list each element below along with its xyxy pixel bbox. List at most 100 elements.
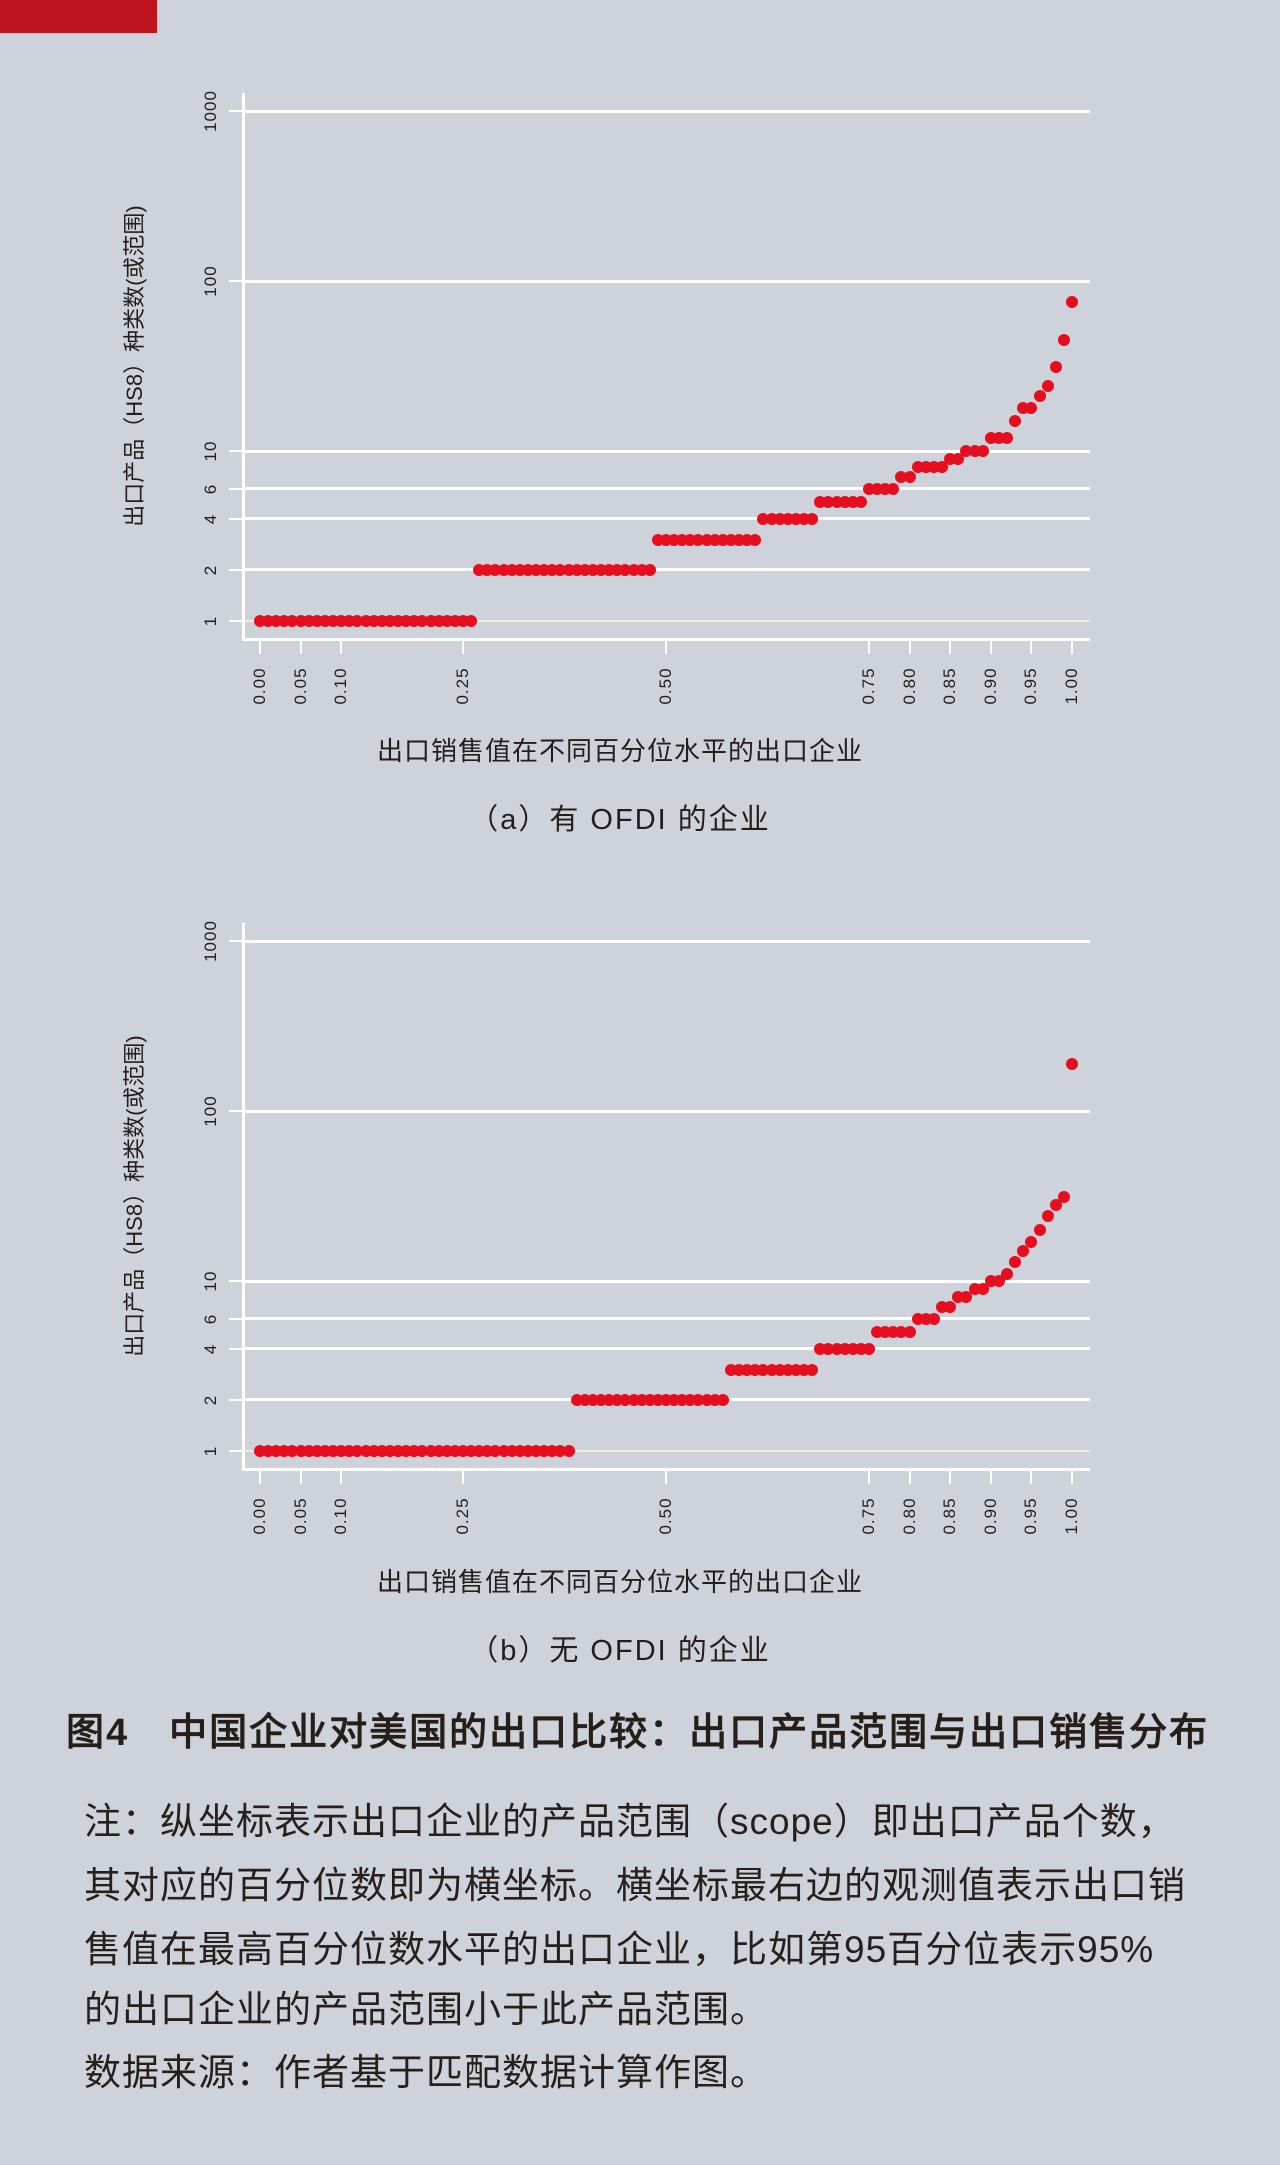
x-tick-label-0.75: 0.75 [859, 1497, 878, 1535]
x-tick-label-0.05: 0.05 [290, 1497, 310, 1535]
y-tick-mark-1 [229, 1450, 242, 1452]
x-tick-label-0.80: 0.80 [899, 1497, 919, 1535]
y-tick-label-1000: 1000 [201, 920, 220, 962]
x-tick-mark-0.95 [1030, 1471, 1033, 1484]
figure-note-line-3: 售值在最高百分位数水平的出口企业，比如第95百分位表示95% [84, 1929, 1155, 1970]
x-tick-mark-0.95 [1030, 641, 1033, 654]
x-tick-mark-0.00 [259, 1471, 261, 1484]
x-tick-mark-0.90 [989, 641, 992, 654]
x-tick-mark-0.90 [989, 1471, 992, 1484]
data-point [1041, 380, 1054, 393]
gridline-y-100 [245, 1109, 1090, 1113]
x-axis-line [242, 638, 1090, 641]
y-tick-mark-6 [229, 1317, 242, 1320]
gridline-y-10 [245, 449, 1090, 453]
data-point [1025, 1235, 1038, 1248]
data-point [1066, 1057, 1078, 1070]
data-point [562, 1445, 575, 1457]
figure-note-line-1: 注：纵坐标表示出口企业的产品范围（scope）即出口产品个数， [84, 1801, 1176, 1842]
x-tick-mark-0.25 [462, 1471, 464, 1484]
data-point [806, 1363, 819, 1376]
x-tick-label-0.50: 0.50 [656, 1497, 675, 1535]
gridline-y-1 [245, 1449, 1090, 1452]
figure-title: 图4 中国企业对美国的出口比较：出口产品范围与出口销售分布 [66, 1712, 1210, 1754]
data-point [1041, 1210, 1054, 1223]
x-tick-mark-0.05 [299, 1471, 302, 1484]
y-tick-mark-1 [229, 620, 242, 622]
x-tick-mark-0.05 [299, 641, 302, 654]
figure-source-line: 数据来源：作者基于匹配数据计算作图。 [84, 2052, 768, 2093]
x-tick-mark-0.80 [908, 641, 911, 654]
data-point [1001, 431, 1014, 444]
data-point [1017, 1245, 1030, 1258]
x-tick-mark-0.10 [340, 641, 343, 654]
gridline-y-10 [245, 1279, 1090, 1283]
y-tick-mark-6 [229, 487, 242, 490]
figure-note-line-2: 其对应的百分位数即为横坐标。横坐标最右边的观测值表示出口销 [84, 1865, 1186, 1906]
x-axis-line [242, 1468, 1090, 1471]
gridline-y-100 [245, 279, 1090, 283]
gridline-y-2 [245, 568, 1090, 572]
gridline-y-6 [245, 1317, 1090, 1321]
y-axis-line [242, 93, 245, 641]
chart-b-caption: （b）无 OFDI 的企业 [469, 1635, 771, 1667]
data-point [863, 1342, 875, 1355]
data-point [643, 563, 656, 576]
x-tick-mark-0.10 [340, 1471, 343, 1484]
data-point [1033, 1223, 1046, 1236]
data-point [976, 445, 989, 457]
data-point [952, 452, 965, 465]
data-point [1009, 415, 1022, 428]
x-tick-label-0.85: 0.85 [940, 1497, 960, 1535]
data-point [903, 1326, 916, 1339]
y-tick-mark-100 [229, 1110, 242, 1112]
chart-a-caption: （a）有 OFDI 的企业 [469, 804, 771, 836]
data-point [806, 512, 819, 525]
x-tick-mark-0.00 [259, 641, 261, 654]
gridline-y-4 [245, 1347, 1090, 1351]
y-tick-mark-1000 [229, 110, 242, 112]
y-tick-mark-2 [229, 1398, 242, 1401]
x-tick-mark-0.85 [949, 641, 952, 654]
data-point [1066, 296, 1078, 309]
x-tick-mark-0.25 [462, 641, 464, 654]
y-tick-mark-100 [229, 280, 242, 282]
chart-b-x-axis-title: 出口销售值在不同百分位水平的出口企业 [376, 1567, 863, 1597]
data-point [1025, 401, 1038, 414]
x-tick-label-0.25: 0.25 [453, 1497, 472, 1535]
data-point [716, 1393, 729, 1406]
data-point [749, 533, 762, 546]
x-tick-label-1.00: 1.00 [1062, 1497, 1081, 1535]
x-tick-label-0.95: 0.95 [1021, 1497, 1041, 1535]
y-axis-line [242, 923, 245, 1471]
gridline-y-1000 [245, 939, 1090, 943]
data-point [465, 615, 478, 627]
figure-note-line-4: 的出口企业的产品范围小于此产品范围。 [84, 1989, 768, 2030]
x-tick-mark-0.75 [868, 1471, 870, 1484]
y-tick-mark-4 [229, 1347, 242, 1350]
y-tick-label-100: 100 [201, 1095, 220, 1127]
data-point [1057, 1191, 1070, 1204]
y-tick-mark-2 [229, 568, 242, 571]
y-tick-mark-4 [229, 517, 242, 520]
x-tick-mark-0.80 [908, 1471, 911, 1484]
data-point [1049, 361, 1062, 374]
data-point [960, 1291, 973, 1304]
red-accent-bar [0, 0, 157, 33]
gridline-y-1000 [245, 109, 1090, 113]
gridline-y-1 [245, 619, 1090, 622]
data-point [1001, 1267, 1014, 1280]
data-point [854, 496, 867, 509]
data-point [1033, 390, 1046, 403]
y-tick-label-10: 10 [201, 1270, 220, 1292]
x-tick-mark-1.00 [1071, 1471, 1073, 1484]
data-point [1049, 1198, 1062, 1211]
data-point [887, 482, 900, 495]
data-point [927, 1312, 940, 1325]
data-point [1009, 1255, 1022, 1268]
chart-a-x-axis-title: 出口销售值在不同百分位水平的出口企业 [376, 736, 863, 766]
x-tick-mark-1.00 [1071, 641, 1073, 654]
